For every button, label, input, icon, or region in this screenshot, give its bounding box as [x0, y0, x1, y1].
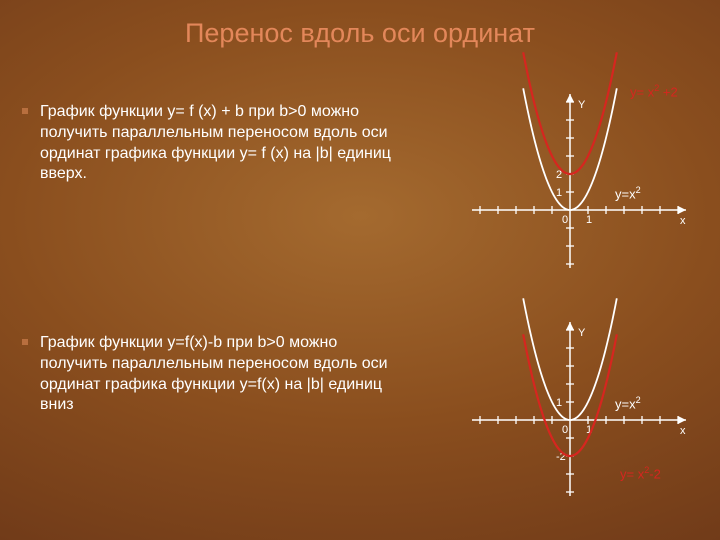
bullet-text: График функции y= f (x) + b при b>0 можн…: [40, 102, 402, 185]
x-tick-label: 1: [586, 214, 592, 226]
bullet-icon: [22, 339, 28, 345]
page-title: Перенос вдоль оси ординат: [0, 18, 720, 49]
x-axis-label: x: [680, 215, 686, 227]
bullet-icon: [22, 108, 28, 114]
chart-parabola-shift-up: Yx0112y=x2y= x2 +2: [440, 75, 710, 275]
chart-parabola-shift-down: Yx011-2y=x2y= x2-2: [440, 305, 710, 505]
x-axis-arrow-icon: [678, 206, 686, 214]
y-axis-label: Y: [578, 327, 586, 339]
white-parabola-label: y=x2: [615, 395, 641, 411]
y-axis-label: Y: [578, 99, 586, 111]
bullet-item: График функции y=f(x)-b при b>0 можно по…: [22, 333, 402, 416]
bullet-text: График функции y=f(x)-b при b>0 можно по…: [40, 333, 402, 416]
x-tick-label: 0: [562, 424, 568, 436]
bullet-item: График функции y= f (x) + b при b>0 можн…: [22, 102, 402, 185]
y-tick-label: 1: [556, 187, 562, 199]
y-axis-arrow-icon: [566, 94, 574, 102]
y-tick-label: 1: [556, 397, 562, 409]
white-parabola-label: y=x2: [615, 185, 641, 201]
x-axis-arrow-icon: [678, 416, 686, 424]
y-axis-arrow-icon: [566, 322, 574, 330]
x-axis-label: x: [680, 425, 686, 437]
x-tick-label: 0: [562, 214, 568, 226]
red-parabola-label: y= x2 +2: [630, 83, 678, 99]
red-parabola-label: y= x2-2: [620, 465, 661, 481]
